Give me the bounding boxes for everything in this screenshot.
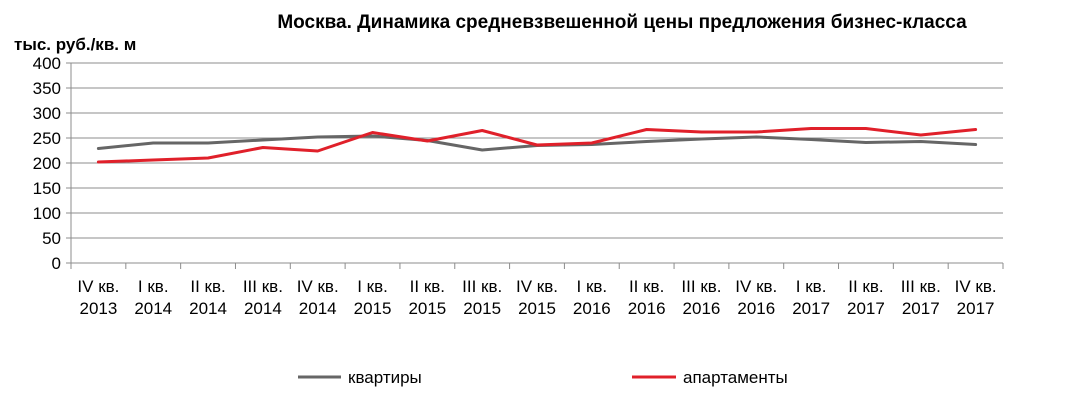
y-tick-label: 300	[33, 104, 61, 123]
legend-item: апартаменты	[632, 368, 788, 387]
y-tick-label: 50	[42, 229, 61, 248]
x-tick-label: II кв. 2017	[847, 277, 885, 318]
y-tick-label: 350	[33, 79, 61, 98]
y-tick-label: 100	[33, 204, 61, 223]
axes	[66, 62, 1004, 269]
x-tick-label: III кв. 2016	[681, 277, 721, 318]
x-tick-label: I кв. 2017	[792, 277, 830, 318]
x-tick-label: IV кв. 2017	[955, 277, 997, 318]
y-tick-label: 400	[33, 54, 61, 73]
y-tick-label: 150	[33, 179, 61, 198]
chart-title: Москва. Динамика средневзвешенной цены п…	[277, 12, 967, 33]
x-tick-label: II кв. 2014	[189, 277, 227, 318]
x-tick-label: I кв. 2015	[354, 277, 392, 318]
legend-label: квартиры	[348, 368, 422, 387]
x-tick-label: II кв. 2016	[628, 277, 666, 318]
y-tick-label: 0	[52, 254, 61, 273]
x-tick-label: IV кв. 2014	[297, 277, 339, 318]
x-tick-label: I кв. 2016	[573, 277, 611, 318]
legend-label: апартаменты	[683, 368, 788, 387]
legend-item: квартиры	[298, 368, 422, 387]
x-tick-label: IV кв. 2013	[77, 277, 119, 318]
y-tick-label: 200	[33, 154, 61, 173]
legend: квартиры апартаменты	[298, 368, 788, 387]
x-tick-label: IV кв. 2016	[735, 277, 777, 318]
y-tick-label: 250	[33, 129, 61, 148]
y-axis-label: тыс. руб./кв. м	[14, 35, 136, 54]
x-tick-label: III кв. 2015	[462, 277, 502, 318]
x-tick-label: IV кв. 2015	[516, 277, 558, 318]
x-tick-label: III кв. 2017	[901, 277, 941, 318]
x-tick-label: I кв. 2014	[134, 277, 172, 318]
y-tick-labels: 0 50 100 150 200 250 300 350 400	[33, 54, 61, 273]
x-tick-labels: IV кв. 2013 I кв. 2014 II кв. 2014 III кв. 2014…	[77, 277, 996, 318]
series-lines	[96, 127, 978, 164]
series-line-2	[96, 127, 978, 164]
x-tick-label: II кв. 2015	[408, 277, 446, 318]
x-tick-label: III кв. 2014	[243, 277, 283, 318]
gridlines	[71, 62, 1003, 239]
